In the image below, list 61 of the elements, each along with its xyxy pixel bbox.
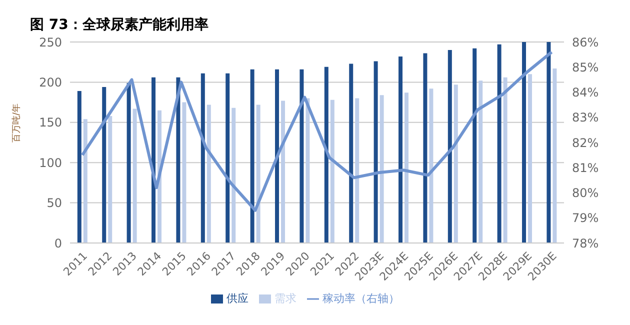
bar <box>250 69 254 243</box>
y2-tick-label: 81% <box>572 160 599 175</box>
y2-tick-label: 80% <box>572 186 599 200</box>
bar <box>472 48 477 243</box>
y2-tick-label: 78% <box>572 236 599 250</box>
bar <box>300 69 304 243</box>
bar <box>256 104 260 243</box>
bar <box>330 100 334 243</box>
y-tick-label: 250 <box>39 35 62 50</box>
legend-label: 供应 <box>226 292 248 305</box>
y-tick-label: 200 <box>39 75 62 90</box>
bar <box>398 56 403 243</box>
y-tick-label: 150 <box>39 116 62 130</box>
bar <box>429 88 434 243</box>
bar <box>503 77 508 243</box>
bar <box>423 53 428 243</box>
bar <box>206 104 211 243</box>
bar <box>349 64 354 243</box>
bar <box>226 73 230 243</box>
bar <box>404 92 409 243</box>
bar <box>83 119 88 243</box>
bar <box>374 61 378 243</box>
bar <box>132 108 137 243</box>
bar <box>102 87 106 243</box>
bar <box>232 108 236 243</box>
bar <box>176 77 180 243</box>
bar <box>126 83 131 243</box>
bar <box>324 66 328 243</box>
bar <box>522 42 526 243</box>
bar <box>478 80 483 243</box>
bar <box>497 44 502 243</box>
y-tick-label: 50 <box>46 196 62 210</box>
bar <box>355 98 360 243</box>
y-tick-label: 0 <box>54 236 62 250</box>
y2-tick-label: 86% <box>572 35 599 50</box>
y-axis-title: 百万吨/年 <box>11 103 22 142</box>
y2-tick-label: 79% <box>572 211 599 226</box>
bar <box>108 116 112 243</box>
y2-tick-label: 82% <box>572 136 599 150</box>
chart-title: 图 73：全球尿素产能利用率 <box>29 16 210 34</box>
bar <box>200 73 205 243</box>
legend-label: 稼动率（右轴） <box>322 292 400 305</box>
bar <box>152 77 156 243</box>
y-tick-label: 100 <box>39 156 62 170</box>
bar <box>552 68 557 243</box>
bar <box>182 102 186 243</box>
bar <box>380 95 384 243</box>
bar <box>275 69 280 243</box>
legend-label: 需求 <box>274 292 296 305</box>
bar <box>448 50 452 243</box>
bar <box>77 91 82 243</box>
bar <box>281 100 286 243</box>
bar <box>454 84 458 243</box>
y2-tick-label: 85% <box>572 60 599 74</box>
bar <box>306 98 310 243</box>
y2-tick-label: 84% <box>572 86 599 100</box>
y2-tick-label: 83% <box>572 110 599 125</box>
bar <box>158 110 162 243</box>
bar <box>546 42 551 243</box>
bar <box>528 74 532 243</box>
line-series <box>80 50 554 212</box>
